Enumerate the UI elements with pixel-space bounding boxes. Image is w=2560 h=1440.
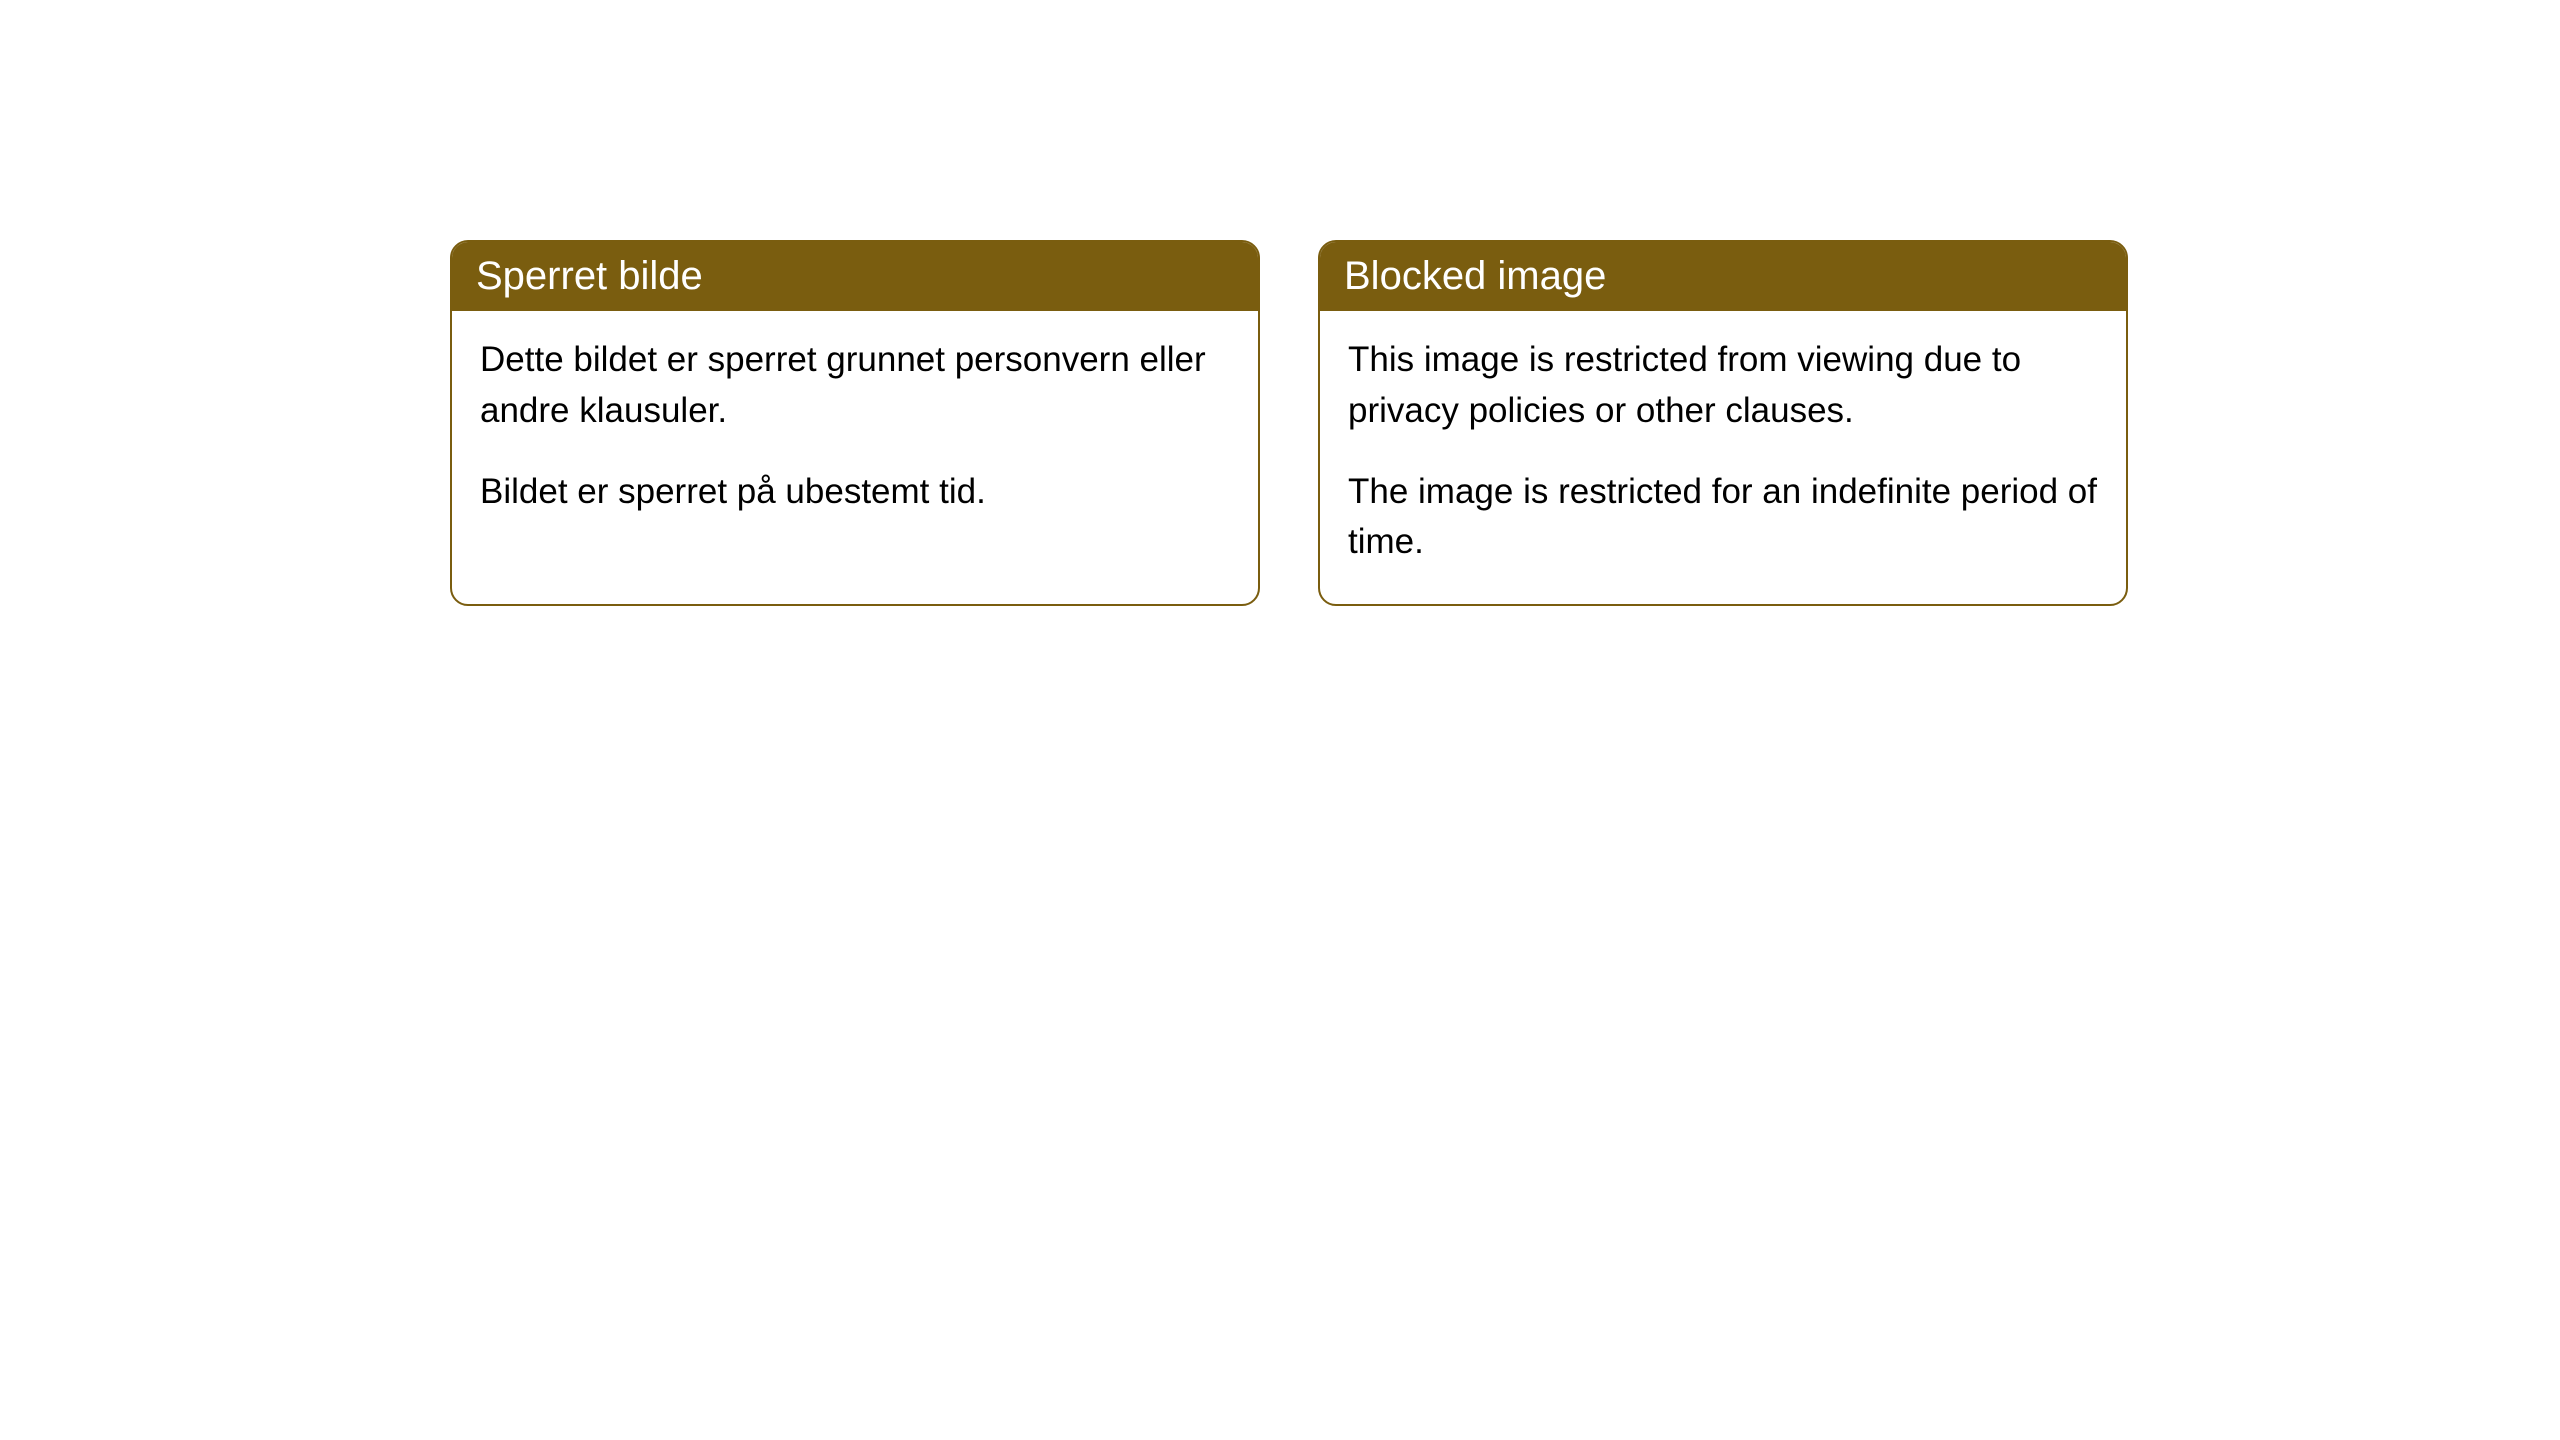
- card-header-english: Blocked image: [1320, 242, 2126, 311]
- blocked-image-card-english: Blocked image This image is restricted f…: [1318, 240, 2128, 606]
- card-header-norwegian: Sperret bilde: [452, 242, 1258, 311]
- card-paragraph-1-norwegian: Dette bildet er sperret grunnet personve…: [480, 335, 1230, 437]
- card-body-english: This image is restricted from viewing du…: [1320, 311, 2126, 604]
- card-body-norwegian: Dette bildet er sperret grunnet personve…: [452, 311, 1258, 553]
- card-paragraph-2-norwegian: Bildet er sperret på ubestemt tid.: [480, 467, 1230, 518]
- cards-container: Sperret bilde Dette bildet er sperret gr…: [0, 0, 2560, 606]
- card-paragraph-1-english: This image is restricted from viewing du…: [1348, 335, 2098, 437]
- blocked-image-card-norwegian: Sperret bilde Dette bildet er sperret gr…: [450, 240, 1260, 606]
- card-paragraph-2-english: The image is restricted for an indefinit…: [1348, 467, 2098, 569]
